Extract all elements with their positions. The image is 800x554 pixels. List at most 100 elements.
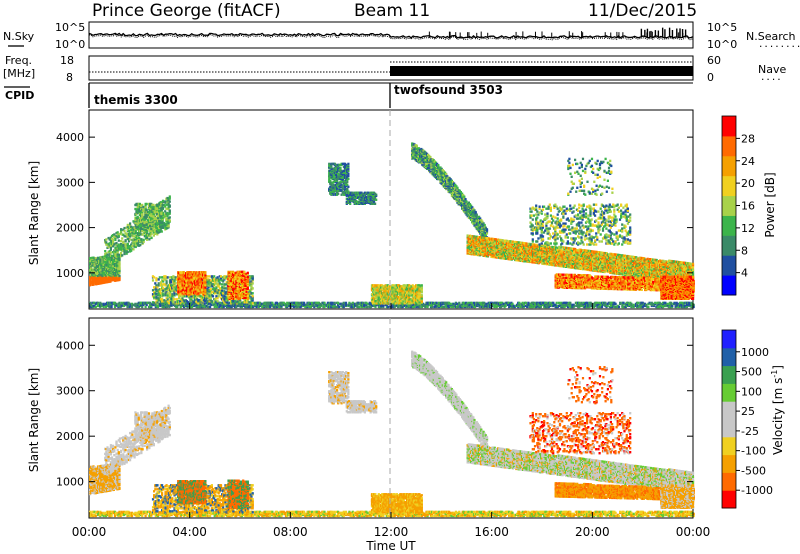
data-cell: [670, 302, 672, 304]
data-cell: [169, 209, 171, 211]
data-cell: [622, 302, 624, 304]
data-cell: [111, 255, 113, 257]
data-cell: [105, 238, 107, 240]
data-cell: [647, 306, 649, 308]
data-cell: [160, 212, 162, 214]
data-cell: [212, 295, 214, 297]
data-cell: [471, 302, 473, 304]
beam-title: Beam 11: [354, 1, 430, 21]
data-cell: [630, 303, 632, 305]
data-cell: [169, 216, 171, 218]
data-cell: [664, 302, 666, 304]
noise-strip: N.Sky 10^5 10^0 10^5 10^0 N.Search .....…: [3, 21, 800, 51]
data-cell: [347, 178, 349, 180]
data-cell: [123, 230, 125, 232]
data-cell: [252, 302, 254, 304]
data-cell: [125, 239, 127, 241]
data-cell: [219, 282, 221, 284]
data-cell: [152, 279, 154, 281]
data-cell: [118, 275, 120, 277]
data-cell: [347, 186, 349, 188]
data-cell: [95, 306, 97, 308]
data-cell: [387, 306, 389, 308]
data-cell: [337, 193, 339, 195]
data-cell: [615, 303, 617, 305]
data-cell: [204, 289, 206, 291]
noise-right-tick-high: 10^5: [707, 21, 737, 34]
data-cell: [347, 163, 349, 165]
data-cell: [118, 239, 120, 241]
cpid-label: CPID: [5, 89, 34, 102]
data-cell: [142, 206, 144, 208]
data-cell: [171, 293, 173, 295]
data-cell: [164, 200, 166, 202]
data-cell: [127, 224, 129, 226]
data-cell: [118, 257, 120, 259]
data-cell: [152, 204, 154, 206]
data-cell: [151, 233, 153, 235]
data-cell: [158, 282, 160, 284]
data-cell: [165, 208, 167, 210]
data-cell: [110, 251, 112, 253]
data-cell: [667, 303, 669, 305]
data-cell: [113, 233, 115, 235]
cpid-row: CPID themis 3300 twofsound 3503: [4, 83, 693, 108]
noise-left-tick-low: 10^0: [55, 38, 85, 51]
date-title: 11/Dec/2015: [588, 1, 697, 21]
data-cell: [206, 275, 208, 277]
data-cell: [204, 271, 206, 273]
data-cell: [162, 287, 164, 289]
data-cell: [654, 302, 656, 304]
data-cell: [347, 173, 349, 175]
data-cell: [210, 279, 212, 281]
data-cell: [637, 302, 639, 304]
data-cell: [120, 240, 122, 242]
noise-left-tick-high: 10^5: [55, 21, 85, 34]
data-cell: [117, 231, 119, 233]
data-cell: [247, 276, 249, 278]
data-cell: [123, 227, 125, 229]
data-cell: [121, 254, 123, 256]
data-cell: [164, 210, 166, 212]
data-cell: [153, 302, 155, 304]
data-cell: [213, 275, 215, 277]
data-cell: [219, 302, 221, 304]
data-cell: [162, 204, 164, 206]
freq-label-line2: [MHz]: [3, 67, 35, 80]
data-cell: [122, 241, 124, 243]
freq-label-line1: Freq.: [5, 54, 32, 67]
data-cell: [169, 195, 171, 197]
data-cell: [210, 288, 212, 290]
freq-left-tick-low: 8: [66, 71, 73, 84]
nave-legend-dots: ....: [760, 73, 782, 83]
nsky-trace: [89, 33, 693, 38]
data-cell: [115, 242, 117, 244]
data-cell: [134, 303, 136, 305]
data-cell: [158, 203, 160, 205]
data-cell: [252, 292, 254, 294]
data-cell: [335, 306, 337, 308]
data-cell: [162, 200, 164, 202]
data-cell: [125, 243, 127, 245]
data-cell: [149, 225, 151, 227]
data-cell: [367, 303, 369, 305]
data-cell: [153, 276, 155, 278]
data-cell: [209, 275, 211, 277]
data-cell: [162, 293, 164, 295]
data-cell: [167, 292, 169, 294]
data-cell: [206, 300, 208, 302]
radar-summary-plot: Prince George (fitACF) Beam 11 11/Dec/20…: [0, 0, 800, 554]
data-cell: [574, 305, 576, 307]
data-cell: [211, 291, 213, 293]
data-cell: [243, 271, 245, 273]
data-cell: [143, 239, 145, 241]
data-cell: [138, 237, 140, 239]
data-cell: [181, 295, 183, 297]
data-cell: [220, 275, 222, 277]
nave-right-tick-low: 0: [707, 71, 714, 84]
station-title: Prince George (fitACF): [92, 1, 281, 21]
data-cell: [148, 238, 150, 240]
cpid-program-1: themis 3300: [94, 93, 178, 107]
freq-left-tick-high: 18: [60, 54, 74, 67]
